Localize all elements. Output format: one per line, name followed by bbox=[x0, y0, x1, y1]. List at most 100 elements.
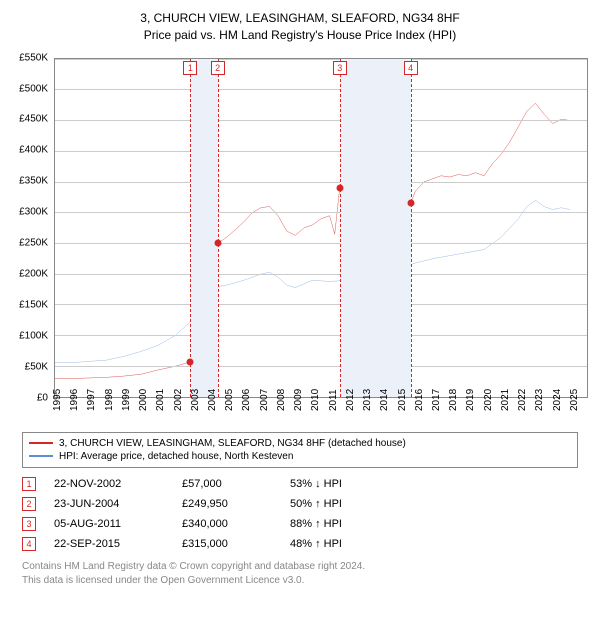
transaction-vline bbox=[411, 59, 412, 397]
x-tick-label: 2004 bbox=[207, 388, 218, 410]
highlight-band bbox=[340, 59, 411, 397]
transaction-marker: 2 bbox=[211, 61, 225, 75]
x-tick-label: 2021 bbox=[500, 388, 511, 410]
transaction-dot bbox=[336, 184, 343, 191]
transaction-vline bbox=[340, 59, 341, 397]
x-tick-label: 2015 bbox=[397, 388, 408, 410]
legend: 3, CHURCH VIEW, LEASINGHAM, SLEAFORD, NG… bbox=[22, 432, 578, 468]
transaction-price: £249,950 bbox=[182, 498, 272, 510]
transaction-date: 22-SEP-2015 bbox=[54, 538, 164, 550]
x-tick-label: 2005 bbox=[224, 388, 235, 410]
x-tick-label: 2001 bbox=[155, 388, 166, 410]
transaction-marker: 4 bbox=[404, 61, 418, 75]
x-tick-label: 2003 bbox=[190, 388, 201, 410]
x-tick-label: 2013 bbox=[362, 388, 373, 410]
x-tick-label: 2009 bbox=[293, 388, 304, 410]
gridline bbox=[55, 120, 587, 121]
transaction-dot bbox=[407, 200, 414, 207]
transaction-table: 1 22-NOV-2002 £57,000 53% ↓ HPI 2 23-JUN-2004… bbox=[22, 474, 578, 554]
transaction-price: £315,000 bbox=[182, 538, 272, 550]
x-tick-label: 2000 bbox=[138, 388, 149, 410]
gridline bbox=[55, 182, 587, 183]
line-series-svg bbox=[55, 59, 587, 397]
x-tick-label: 1996 bbox=[69, 388, 80, 410]
y-tick-label: £150K bbox=[8, 299, 48, 310]
x-tick-label: 2020 bbox=[483, 388, 494, 410]
y-tick-label: £100K bbox=[8, 330, 48, 341]
transaction-vline bbox=[218, 59, 219, 397]
title-line-2: Price paid vs. HM Land Registry's House … bbox=[8, 27, 592, 44]
gridline bbox=[55, 335, 587, 336]
transaction-row: 305-AUG-2011£340,00088% ↑ HPI bbox=[22, 514, 578, 534]
y-tick-label: £250K bbox=[8, 238, 48, 249]
y-tick-label: £50K bbox=[8, 361, 48, 372]
y-tick-label: £450K bbox=[8, 114, 48, 125]
property-line bbox=[55, 103, 570, 378]
transaction-hpi: 88% ↑ HPI bbox=[290, 518, 380, 530]
x-tick-label: 2006 bbox=[241, 388, 252, 410]
transaction-marker-cell: 3 bbox=[22, 517, 36, 531]
x-tick-label: 2017 bbox=[431, 388, 442, 410]
title-block: 3, CHURCH VIEW, LEASINGHAM, SLEAFORD, NG… bbox=[8, 10, 592, 44]
transaction-marker: 1 bbox=[183, 61, 197, 75]
x-tick-label: 2008 bbox=[276, 388, 287, 410]
transaction-row: 1 22-NOV-2002 £57,000 53% ↓ HPI bbox=[22, 474, 578, 494]
legend-label: HPI: Average price, detached house, Nort… bbox=[59, 451, 293, 462]
x-tick-label: 2025 bbox=[569, 388, 580, 410]
x-axis: 1995199619971998199920002001200220032004… bbox=[54, 400, 588, 422]
transaction-hpi: 48% ↑ HPI bbox=[290, 538, 380, 550]
x-tick-label: 2012 bbox=[345, 388, 356, 410]
title-line-1: 3, CHURCH VIEW, LEASINGHAM, SLEAFORD, NG… bbox=[8, 10, 592, 27]
transaction-dot bbox=[187, 358, 194, 365]
footer: Contains HM Land Registry data © Crown c… bbox=[22, 560, 578, 588]
gridline bbox=[55, 151, 587, 152]
transaction-marker-cell: 4 bbox=[22, 537, 36, 551]
y-tick-label: £400K bbox=[8, 145, 48, 156]
transaction-marker-cell: 2 bbox=[22, 497, 36, 511]
gridline bbox=[55, 59, 587, 60]
transaction-price: £57,000 bbox=[182, 478, 272, 490]
x-tick-label: 2024 bbox=[552, 388, 563, 410]
gridline bbox=[55, 212, 587, 213]
legend-item: HPI: Average price, detached house, Nort… bbox=[29, 450, 571, 463]
page: 3, CHURCH VIEW, LEASINGHAM, SLEAFORD, NG… bbox=[0, 0, 600, 596]
y-tick-label: £550K bbox=[8, 52, 48, 63]
x-tick-label: 2022 bbox=[517, 388, 528, 410]
gridline bbox=[55, 274, 587, 275]
y-tick-label: £500K bbox=[8, 83, 48, 94]
transaction-row: 4 22-SEP-2015 £315,000 48% ↑ HPI bbox=[22, 534, 578, 554]
y-tick-label: £350K bbox=[8, 176, 48, 187]
transaction-date: 22-NOV-2002 bbox=[54, 478, 164, 490]
gridline bbox=[55, 89, 587, 90]
transaction-price: £340,000 bbox=[182, 518, 272, 530]
legend-swatch bbox=[29, 442, 53, 444]
x-tick-label: 2014 bbox=[379, 388, 390, 410]
transaction-date: 23-JUN-2004 bbox=[54, 498, 164, 510]
transaction-hpi: 50% ↑ HPI bbox=[290, 498, 380, 510]
footer-line-1: Contains HM Land Registry data © Crown c… bbox=[22, 560, 578, 574]
legend-swatch bbox=[29, 455, 53, 457]
highlight-band bbox=[190, 59, 217, 397]
x-tick-label: 1999 bbox=[121, 388, 132, 410]
transaction-hpi: 53% ↓ HPI bbox=[290, 478, 380, 490]
transaction-row: 2 23-JUN-2004 £249,950 50% ↑ HPI bbox=[22, 494, 578, 514]
legend-label: 3, CHURCH VIEW, LEASINGHAM, SLEAFORD, NG… bbox=[59, 438, 406, 449]
x-tick-label: 2007 bbox=[259, 388, 270, 410]
gridline bbox=[55, 366, 587, 367]
gridline bbox=[55, 243, 587, 244]
x-tick-label: 2010 bbox=[310, 388, 321, 410]
y-tick-label: £200K bbox=[8, 268, 48, 279]
hpi-line bbox=[55, 200, 570, 362]
y-tick-label: £0 bbox=[8, 392, 48, 403]
transaction-marker: 3 bbox=[333, 61, 347, 75]
x-tick-label: 2019 bbox=[465, 388, 476, 410]
transaction-marker-cell: 1 bbox=[22, 477, 36, 491]
x-tick-label: 2018 bbox=[448, 388, 459, 410]
x-tick-label: 2002 bbox=[173, 388, 184, 410]
x-tick-label: 2016 bbox=[414, 388, 425, 410]
transaction-vline bbox=[190, 59, 191, 397]
y-axis: £0£50K£100K£150K£200K£250K£300K£350K£400… bbox=[8, 58, 52, 398]
x-tick-label: 1995 bbox=[52, 388, 63, 410]
transaction-dot bbox=[214, 239, 221, 246]
x-tick-label: 2011 bbox=[328, 389, 339, 411]
